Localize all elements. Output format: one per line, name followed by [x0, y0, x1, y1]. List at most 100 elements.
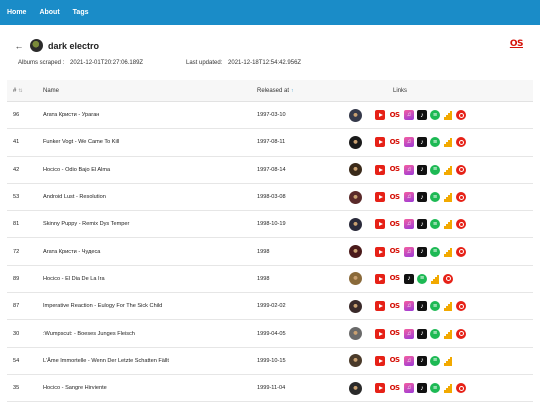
- apple-music-icon[interactable]: ♪: [417, 137, 427, 148]
- spotify-icon[interactable]: [430, 246, 440, 257]
- nav-tags-link[interactable]: Tags: [72, 9, 89, 16]
- spotify-icon[interactable]: [430, 137, 440, 148]
- deezer-icon[interactable]: [443, 110, 453, 121]
- lastfm-icon[interactable]: OS: [389, 110, 400, 119]
- deezer-icon[interactable]: [443, 356, 453, 366]
- album-cover-thumbnail: [349, 245, 362, 259]
- deezer-icon[interactable]: [443, 192, 453, 203]
- youtube-icon[interactable]: [375, 137, 385, 148]
- lastfm-icon[interactable]: OS: [389, 165, 400, 174]
- youtube-music-icon[interactable]: [456, 383, 466, 394]
- youtube-music-icon[interactable]: [456, 246, 466, 257]
- itunes-icon[interactable]: ♫: [404, 137, 414, 148]
- lastfm-tag-link-icon[interactable]: OS: [509, 39, 524, 49]
- youtube-music-icon[interactable]: [456, 192, 466, 203]
- header-released[interactable]: Released at ↑: [257, 88, 349, 94]
- spotify-icon[interactable]: [430, 192, 440, 203]
- lastfm-icon[interactable]: OS: [389, 356, 400, 365]
- lastfm-icon[interactable]: OS: [389, 137, 400, 146]
- thumb-cell: [349, 135, 375, 149]
- apple-music-icon[interactable]: ♪: [417, 246, 427, 257]
- deezer-icon[interactable]: [443, 219, 453, 230]
- youtube-icon[interactable]: [375, 383, 385, 394]
- album-cover-thumbnail: [349, 190, 362, 204]
- youtube-music-icon[interactable]: [456, 219, 466, 230]
- nav-about-link[interactable]: About: [39, 9, 60, 16]
- itunes-icon[interactable]: ♫: [404, 164, 414, 175]
- lastfm-icon[interactable]: OS: [389, 301, 400, 310]
- updated-value: 2021-12-18T12:54:42.956Z: [228, 60, 302, 66]
- youtube-icon[interactable]: [375, 355, 385, 366]
- itunes-icon[interactable]: ♫: [404, 192, 414, 203]
- lastfm-icon[interactable]: OS: [389, 329, 400, 338]
- itunes-icon[interactable]: ♫: [404, 355, 414, 366]
- apple-music-icon[interactable]: ♪: [417, 164, 427, 175]
- lastfm-icon[interactable]: OS: [389, 247, 400, 256]
- deezer-icon[interactable]: [443, 329, 453, 339]
- album-name: Imperative Reaction - Eulogy For The Sic…: [43, 303, 163, 310]
- album-name: Hocico - Odio Bajo El Alma: [43, 166, 111, 173]
- apple-music-icon[interactable]: ♪: [404, 273, 414, 284]
- youtube-icon[interactable]: [375, 164, 385, 175]
- album-cover-thumbnail: [349, 327, 362, 341]
- apple-music-icon[interactable]: ♪: [417, 219, 427, 230]
- spotify-icon[interactable]: [430, 301, 440, 312]
- page-title: dark electro: [48, 40, 100, 51]
- apple-music-icon[interactable]: ♪: [417, 192, 427, 203]
- lastfm-icon[interactable]: OS: [389, 192, 400, 201]
- apple-music-icon[interactable]: ♪: [417, 328, 427, 339]
- spotify-icon[interactable]: [430, 219, 440, 230]
- youtube-icon[interactable]: [375, 219, 385, 230]
- spotify-icon[interactable]: [417, 273, 427, 284]
- spotify-icon[interactable]: [430, 164, 440, 175]
- youtube-icon[interactable]: [375, 246, 385, 257]
- itunes-icon[interactable]: ♫: [404, 219, 414, 230]
- release-date: 1997-08-11: [257, 139, 286, 146]
- itunes-icon[interactable]: ♫: [404, 110, 414, 121]
- lastfm-icon[interactable]: OS: [389, 274, 400, 283]
- apple-music-icon[interactable]: ♪: [417, 301, 427, 312]
- itunes-icon[interactable]: ♫: [404, 383, 414, 394]
- youtube-music-icon[interactable]: [456, 110, 466, 121]
- apple-music-icon[interactable]: ♪: [417, 110, 427, 121]
- album-name: Hocico - El Dia De La Ira: [43, 275, 105, 282]
- itunes-icon[interactable]: ♫: [404, 246, 414, 257]
- spotify-icon[interactable]: [430, 110, 440, 121]
- deezer-icon[interactable]: [443, 247, 453, 257]
- itunes-icon[interactable]: ♫: [404, 301, 414, 312]
- table-row: 53 Android Lust - Resolution 1998-03-08 OS ♫…: [7, 184, 533, 212]
- youtube-icon[interactable]: [375, 110, 385, 121]
- deezer-icon[interactable]: [443, 165, 453, 175]
- spotify-icon[interactable]: [430, 355, 440, 366]
- lastfm-icon[interactable]: OS: [389, 219, 400, 228]
- table-row: 42 Hocico - Odio Bajo El Alma 1997-08-14 OS…: [7, 157, 533, 184]
- youtube-icon[interactable]: [375, 301, 385, 312]
- album-cover-thumbnail: [349, 381, 362, 395]
- youtube-icon[interactable]: [375, 192, 385, 203]
- apple-music-icon[interactable]: ♪: [417, 355, 427, 366]
- youtube-music-icon[interactable]: [456, 137, 466, 148]
- itunes-icon[interactable]: ♫: [404, 328, 414, 339]
- deezer-icon[interactable]: [443, 137, 453, 148]
- lastfm-icon[interactable]: OS: [389, 383, 400, 392]
- youtube-music-icon[interactable]: [456, 301, 466, 312]
- deezer-icon[interactable]: [430, 274, 440, 284]
- album-name: Funker Vogt - We Came To Kill: [43, 139, 120, 146]
- youtube-icon[interactable]: [375, 328, 385, 339]
- youtube-music-icon[interactable]: [443, 273, 453, 284]
- thumb-cell: [349, 245, 375, 259]
- youtube-music-icon[interactable]: [456, 328, 466, 339]
- apple-music-icon[interactable]: ♪: [417, 383, 427, 394]
- deezer-icon[interactable]: [443, 301, 453, 312]
- youtube-icon[interactable]: [375, 273, 385, 284]
- album-cover-thumbnail: [349, 354, 362, 368]
- sort-asc-icon: ↑: [291, 87, 294, 94]
- spotify-icon[interactable]: [430, 383, 440, 394]
- back-arrow-icon[interactable]: ←: [14, 40, 24, 51]
- header-num[interactable]: # ⇅: [7, 88, 43, 94]
- nav-home-link[interactable]: Home: [7, 9, 27, 16]
- deezer-icon[interactable]: [443, 383, 453, 394]
- row-num: 81: [13, 221, 20, 228]
- spotify-icon[interactable]: [430, 328, 440, 339]
- youtube-music-icon[interactable]: [456, 164, 466, 175]
